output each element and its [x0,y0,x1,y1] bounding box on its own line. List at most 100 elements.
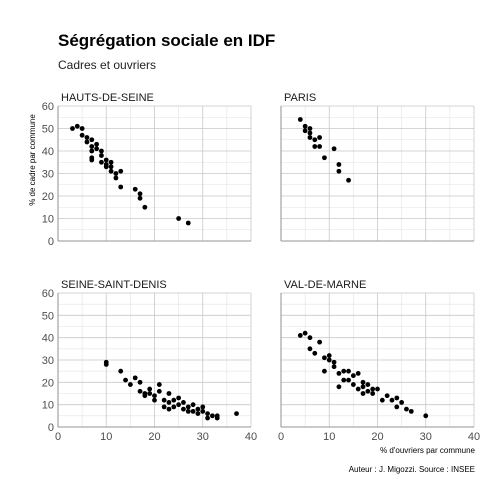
data-point [94,146,99,152]
data-point [205,415,210,421]
data-point [346,377,351,383]
data-point [307,130,313,136]
data-point [79,126,85,131]
facet-panel: PARIS [280,92,475,242]
data-point [200,408,206,414]
data-point [161,404,167,410]
data-point [350,373,356,379]
data-point [370,386,376,392]
data-point [176,395,182,401]
data-point [113,175,119,181]
x-tick-label: 30 [197,431,209,443]
data-point [355,371,361,376]
data-point [302,330,308,336]
data-point [185,220,191,226]
data-point [142,204,148,210]
data-point [331,146,337,152]
data-point [312,350,318,356]
facet-panel: HAUTS-DE-SEINE 0 10 20 30 40 50 60 [42,92,252,248]
data-point [94,141,99,147]
chart-subtitle: Cadres et ouvriers [58,58,156,72]
data-point [365,388,371,394]
data-point [99,153,104,158]
facet-panels: HAUTS-DE-SEINE 0 10 20 30 40 50 60 PARIS SEINE-SA… [42,92,480,443]
data-point [103,157,109,163]
data-point [89,137,95,143]
data-point [190,408,196,414]
data-point [137,191,143,197]
data-point [79,132,85,138]
x-tick-label: 0 [278,431,284,443]
x-tick-label: 0 [55,431,61,443]
facet-strip-label: SEINE-SAINT-DENIS [61,279,167,291]
data-point [341,368,347,374]
data-point [89,148,95,154]
data-point [322,368,327,374]
data-point [195,411,201,416]
y-tick-label: 10 [42,400,54,412]
y-tick-label: 30 [42,169,54,181]
data-point [394,395,400,401]
data-point [297,117,303,122]
data-point [205,411,210,416]
y-tick-label: 50 [42,310,54,322]
data-point [89,144,95,149]
data-point [365,382,371,387]
data-point [360,379,366,385]
data-point [99,159,104,165]
data-point [317,339,322,345]
x-tick-label: 40 [468,431,480,443]
data-point [99,148,104,154]
chart-title: Ségrégation sociale en IDF [58,31,275,50]
data-point [147,391,153,396]
data-point [103,164,109,170]
x-tick-label: 30 [420,431,432,443]
data-point [312,144,318,149]
data-point [408,408,414,414]
data-point [307,135,313,140]
data-point [113,171,119,176]
data-point [214,413,220,419]
data-point [74,123,80,129]
y-tick-label: 20 [42,377,54,389]
data-point [195,406,201,412]
data-point [370,391,376,396]
data-point [123,377,128,383]
facet-panel: SEINE-SAINT-DENIS 0 10 20 30 40 50 60 0 10 20 30 40 [42,279,257,443]
data-point [331,364,337,370]
y-tick-label: 0 [48,422,54,434]
data-point [127,382,133,387]
data-point [70,126,75,131]
data-point [379,397,385,403]
data-point [322,155,327,161]
data-point [156,382,162,387]
data-point [423,413,429,419]
data-point [185,404,191,410]
chart-caption: Auteur : J. Migozzi. Source : INSEE [349,465,475,474]
data-point [108,168,114,174]
y-tick-label: 40 [42,333,54,345]
data-point [181,400,186,405]
x-tick-label: 20 [371,431,383,443]
x-tick-label: 10 [100,431,112,443]
data-point [190,402,196,408]
data-point [317,144,322,149]
facet-strip-label: PARIS [284,92,316,104]
data-point [360,391,366,396]
data-point [336,168,342,174]
data-point [312,137,318,143]
y-tick-label: 0 [48,236,54,248]
facet-panel: VAL-DE-MARNE 0 10 20 30 40 [278,279,480,443]
data-point [137,195,143,201]
data-point [161,397,167,403]
data-point [166,400,172,405]
facet-strip-label: VAL-DE-MARNE [284,279,366,291]
y-tick-label: 30 [42,355,54,367]
data-point [84,135,90,140]
facet-strip-label: HAUTS-DE-SEINE [61,92,154,104]
y-tick-label: 40 [42,146,54,158]
data-point [166,406,172,412]
data-point [171,404,177,410]
data-point [156,388,162,394]
data-point [210,413,215,419]
